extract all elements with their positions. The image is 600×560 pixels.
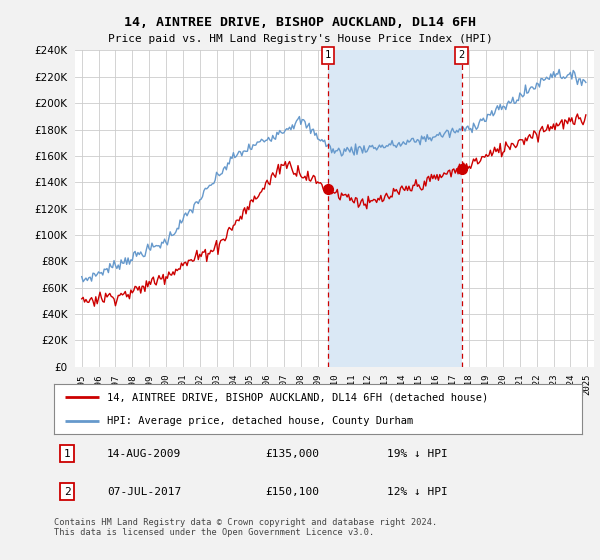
Text: 19% ↓ HPI: 19% ↓ HPI bbox=[386, 449, 448, 459]
Text: 14, AINTREE DRIVE, BISHOP AUCKLAND, DL14 6FH: 14, AINTREE DRIVE, BISHOP AUCKLAND, DL14… bbox=[124, 16, 476, 29]
Text: 2: 2 bbox=[64, 487, 71, 497]
Bar bbox=[328, 50, 461, 367]
Text: Price paid vs. HM Land Registry's House Price Index (HPI): Price paid vs. HM Land Registry's House … bbox=[107, 34, 493, 44]
Text: 14, AINTREE DRIVE, BISHOP AUCKLAND, DL14 6FH (detached house): 14, AINTREE DRIVE, BISHOP AUCKLAND, DL14… bbox=[107, 392, 488, 402]
Text: 07-JUL-2017: 07-JUL-2017 bbox=[107, 487, 181, 497]
Text: £150,100: £150,100 bbox=[265, 487, 319, 497]
Text: 1: 1 bbox=[325, 50, 331, 60]
Text: Contains HM Land Registry data © Crown copyright and database right 2024.
This d: Contains HM Land Registry data © Crown c… bbox=[54, 518, 437, 538]
Text: 12% ↓ HPI: 12% ↓ HPI bbox=[386, 487, 448, 497]
Text: £135,000: £135,000 bbox=[265, 449, 319, 459]
Text: 14-AUG-2009: 14-AUG-2009 bbox=[107, 449, 181, 459]
Text: 1: 1 bbox=[64, 449, 71, 459]
Text: 2: 2 bbox=[458, 50, 465, 60]
Text: HPI: Average price, detached house, County Durham: HPI: Average price, detached house, Coun… bbox=[107, 417, 413, 426]
